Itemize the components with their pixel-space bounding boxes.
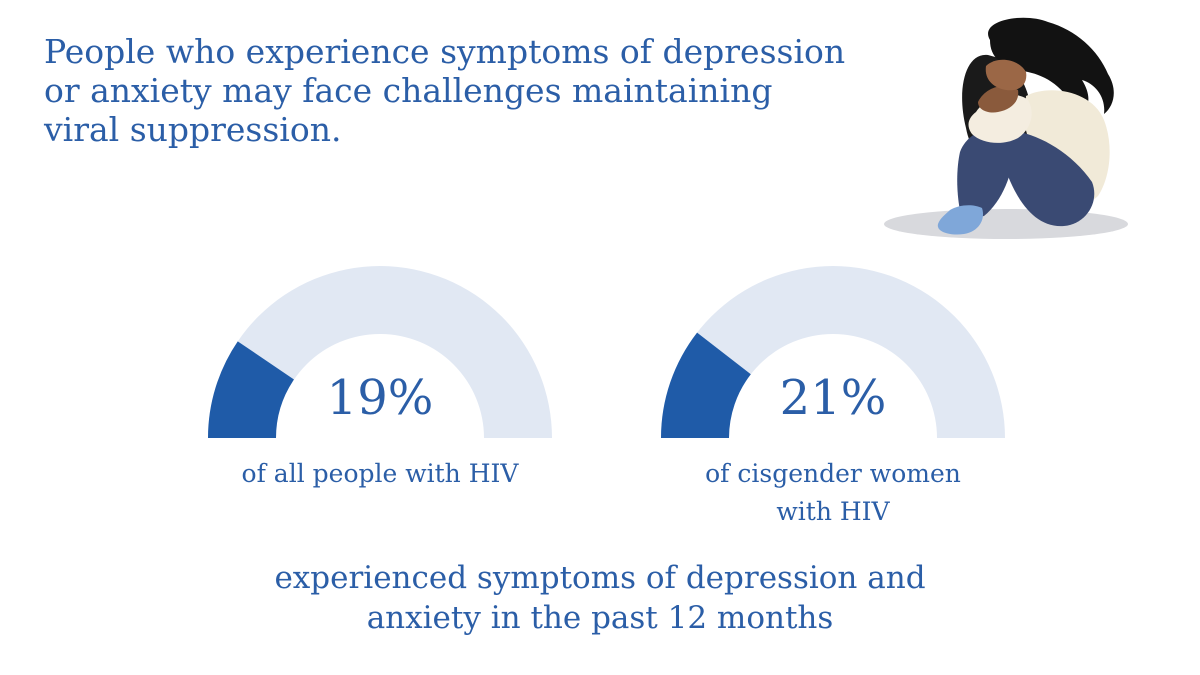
footer-line: anxiety in the past 12 months	[366, 600, 834, 636]
gauge-caption-line: of cisgender women	[705, 459, 961, 488]
gauge-caption-line: of all people with HIV	[241, 459, 519, 488]
headline: People who experience symptoms of depres…	[44, 32, 884, 149]
headline-line: or anxiety may face challenges maintaini…	[44, 71, 773, 110]
gauge-track	[661, 266, 1005, 438]
gauge-chart	[661, 266, 1005, 438]
gauge-cisgender-women: 21%	[658, 258, 1008, 443]
gauge-caption: of cisgender women with HIV	[658, 455, 1008, 531]
headline-line: People who experience symptoms of depres…	[44, 32, 846, 71]
gauge-chart	[208, 266, 552, 438]
gauge-track	[208, 266, 552, 438]
headline-line: viral suppression.	[44, 110, 342, 149]
footer-line: experienced symptoms of depression and	[274, 560, 926, 596]
gauge-fill	[661, 332, 751, 438]
gauge-fill	[208, 341, 294, 438]
gauge-value: 19%	[326, 370, 434, 426]
gauge-value: 21%	[779, 370, 887, 426]
gauge-caption: of all people with HIV	[205, 455, 555, 493]
gauge-all-people: 19%	[205, 258, 555, 443]
gauge-caption-line: with HIV	[776, 497, 890, 526]
footer-caption: experienced symptoms of depression and a…	[200, 558, 1000, 638]
sad-person-hugging-knees-icon	[884, 17, 1128, 239]
